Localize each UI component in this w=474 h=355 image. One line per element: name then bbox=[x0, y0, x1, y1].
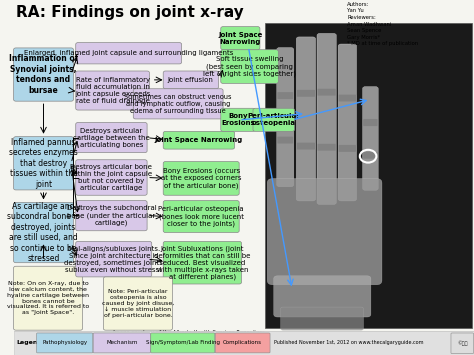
Text: Sign/Symptom/Lab Finding: Sign/Symptom/Lab Finding bbox=[146, 340, 220, 345]
FancyBboxPatch shape bbox=[163, 71, 219, 89]
FancyBboxPatch shape bbox=[297, 142, 315, 150]
FancyBboxPatch shape bbox=[318, 89, 336, 96]
Text: Destroys articular
cartilage between the
articulating bones: Destroys articular cartilage between the… bbox=[73, 127, 150, 148]
Text: Image courtesy of the Alberta Health Services Repository: Image courtesy of the Alberta Health Ser… bbox=[113, 331, 264, 335]
Text: Rate of inflammatory
fluid accumulation in
joint capsule exceeds
rate of fluid d: Rate of inflammatory fluid accumulation … bbox=[75, 77, 150, 104]
FancyBboxPatch shape bbox=[76, 43, 182, 64]
Text: Peri-articular
osteopenia: Peri-articular osteopenia bbox=[247, 113, 300, 126]
FancyBboxPatch shape bbox=[277, 48, 294, 187]
FancyBboxPatch shape bbox=[296, 37, 316, 201]
FancyBboxPatch shape bbox=[36, 333, 93, 353]
Text: Note: Peri-articular
osteopenia is also
caused by joint disuse,
↓ muscle stimula: Note: Peri-articular osteopenia is also … bbox=[102, 289, 174, 318]
Text: Sometimes can obstruct venous
and lymphatic outflow, causing
edema of surroundin: Sometimes can obstruct venous and lympha… bbox=[125, 94, 232, 114]
FancyBboxPatch shape bbox=[163, 162, 239, 195]
FancyBboxPatch shape bbox=[317, 33, 337, 204]
Text: Destroys articular bone
within the joint capsule
but not covered by
articular ca: Destroys articular bone within the joint… bbox=[70, 164, 153, 191]
Text: Note: On on X-ray, due to
low calcium content, the
hyaline cartilage between
bon: Note: On on X-ray, due to low calcium co… bbox=[7, 281, 89, 315]
Text: Pathophysiology: Pathophysiology bbox=[42, 340, 87, 345]
FancyBboxPatch shape bbox=[133, 89, 223, 119]
FancyBboxPatch shape bbox=[163, 201, 239, 233]
Text: Legend:: Legend: bbox=[16, 340, 44, 345]
Text: Bony Erosions (occurs
at the exposed corners
of the articular bone): Bony Erosions (occurs at the exposed cor… bbox=[161, 168, 241, 189]
FancyBboxPatch shape bbox=[163, 241, 241, 284]
FancyBboxPatch shape bbox=[14, 331, 474, 355]
FancyBboxPatch shape bbox=[363, 87, 378, 190]
FancyBboxPatch shape bbox=[215, 333, 270, 353]
FancyBboxPatch shape bbox=[76, 201, 147, 231]
Text: Complications: Complications bbox=[223, 340, 262, 345]
FancyBboxPatch shape bbox=[363, 152, 378, 159]
Text: Joint Space
Narrowing: Joint Space Narrowing bbox=[218, 32, 263, 45]
Text: ©ⓒⓨ: ©ⓒⓨ bbox=[457, 340, 467, 346]
Text: Inflamed pannus
secretes enzymes
that destroy
tissues within the
joint: Inflamed pannus secretes enzymes that de… bbox=[9, 138, 78, 189]
Text: Soft tissue swelling
(best seen by comparing
left & right sides together): Soft tissue swelling (best seen by compa… bbox=[203, 56, 296, 77]
Text: RA: Findings on joint x-ray: RA: Findings on joint x-ray bbox=[16, 5, 244, 20]
Text: Enlarged, inflamed joint capsule and surrounding ligaments: Enlarged, inflamed joint capsule and sur… bbox=[24, 50, 233, 56]
FancyBboxPatch shape bbox=[163, 131, 235, 149]
Text: Destroys the subchondral
bone (under the articular
cartilage): Destroys the subchondral bone (under the… bbox=[66, 205, 156, 226]
FancyBboxPatch shape bbox=[338, 44, 356, 201]
FancyBboxPatch shape bbox=[221, 27, 260, 50]
Text: Joint Space Narrowing: Joint Space Narrowing bbox=[155, 137, 243, 143]
FancyBboxPatch shape bbox=[14, 202, 73, 263]
FancyBboxPatch shape bbox=[451, 333, 474, 354]
Text: Authors:
Yan Yu
Reviewers:
Aman Wadhwani
Sean Spence
Gary Morris*
* MD at time o: Authors: Yan Yu Reviewers: Aman Wadhwani… bbox=[347, 2, 419, 47]
FancyBboxPatch shape bbox=[76, 71, 149, 110]
FancyBboxPatch shape bbox=[253, 108, 294, 131]
Text: Published November 1st, 2012 on www.thecalgaryguide.com: Published November 1st, 2012 on www.thec… bbox=[273, 340, 423, 345]
FancyBboxPatch shape bbox=[363, 119, 378, 126]
Text: Joint effusion: Joint effusion bbox=[168, 77, 214, 83]
FancyBboxPatch shape bbox=[338, 145, 356, 152]
FancyBboxPatch shape bbox=[76, 241, 152, 277]
FancyBboxPatch shape bbox=[318, 144, 336, 151]
Text: Peri-articular osteopenia
(bones look more lucent
closer to the joints): Peri-articular osteopenia (bones look mo… bbox=[158, 206, 244, 227]
Text: Mal-aligns/subluxes joints.
Since joint architecture is
destroyed, sometimes joi: Mal-aligns/subluxes joints. Since joint … bbox=[64, 246, 163, 273]
FancyBboxPatch shape bbox=[93, 333, 150, 353]
FancyBboxPatch shape bbox=[151, 333, 215, 353]
FancyBboxPatch shape bbox=[267, 179, 382, 285]
FancyBboxPatch shape bbox=[281, 307, 364, 330]
FancyBboxPatch shape bbox=[76, 122, 147, 153]
Text: Bony
Erosions: Bony Erosions bbox=[221, 113, 255, 126]
FancyBboxPatch shape bbox=[221, 108, 255, 131]
FancyBboxPatch shape bbox=[297, 90, 315, 97]
FancyBboxPatch shape bbox=[14, 48, 73, 101]
FancyBboxPatch shape bbox=[338, 94, 356, 102]
Text: Mechanism: Mechanism bbox=[106, 340, 137, 345]
FancyBboxPatch shape bbox=[103, 277, 173, 330]
FancyBboxPatch shape bbox=[14, 266, 82, 330]
FancyBboxPatch shape bbox=[277, 137, 293, 144]
FancyBboxPatch shape bbox=[273, 276, 371, 317]
FancyBboxPatch shape bbox=[221, 50, 278, 83]
FancyBboxPatch shape bbox=[76, 160, 147, 195]
FancyBboxPatch shape bbox=[14, 137, 73, 190]
Text: Inflammation of
Synovial joints,
tendons and
bursae: Inflammation of Synovial joints, tendons… bbox=[9, 54, 78, 95]
Text: Joint Subluxations (joint
deformities that can still be
reduced. Best visualized: Joint Subluxations (joint deformities th… bbox=[154, 245, 251, 280]
FancyBboxPatch shape bbox=[264, 23, 472, 328]
Text: As cartilage and
subcondral bone is
destroyed, joints
are still used, and
so con: As cartilage and subcondral bone is dest… bbox=[7, 202, 80, 263]
FancyBboxPatch shape bbox=[277, 92, 293, 99]
